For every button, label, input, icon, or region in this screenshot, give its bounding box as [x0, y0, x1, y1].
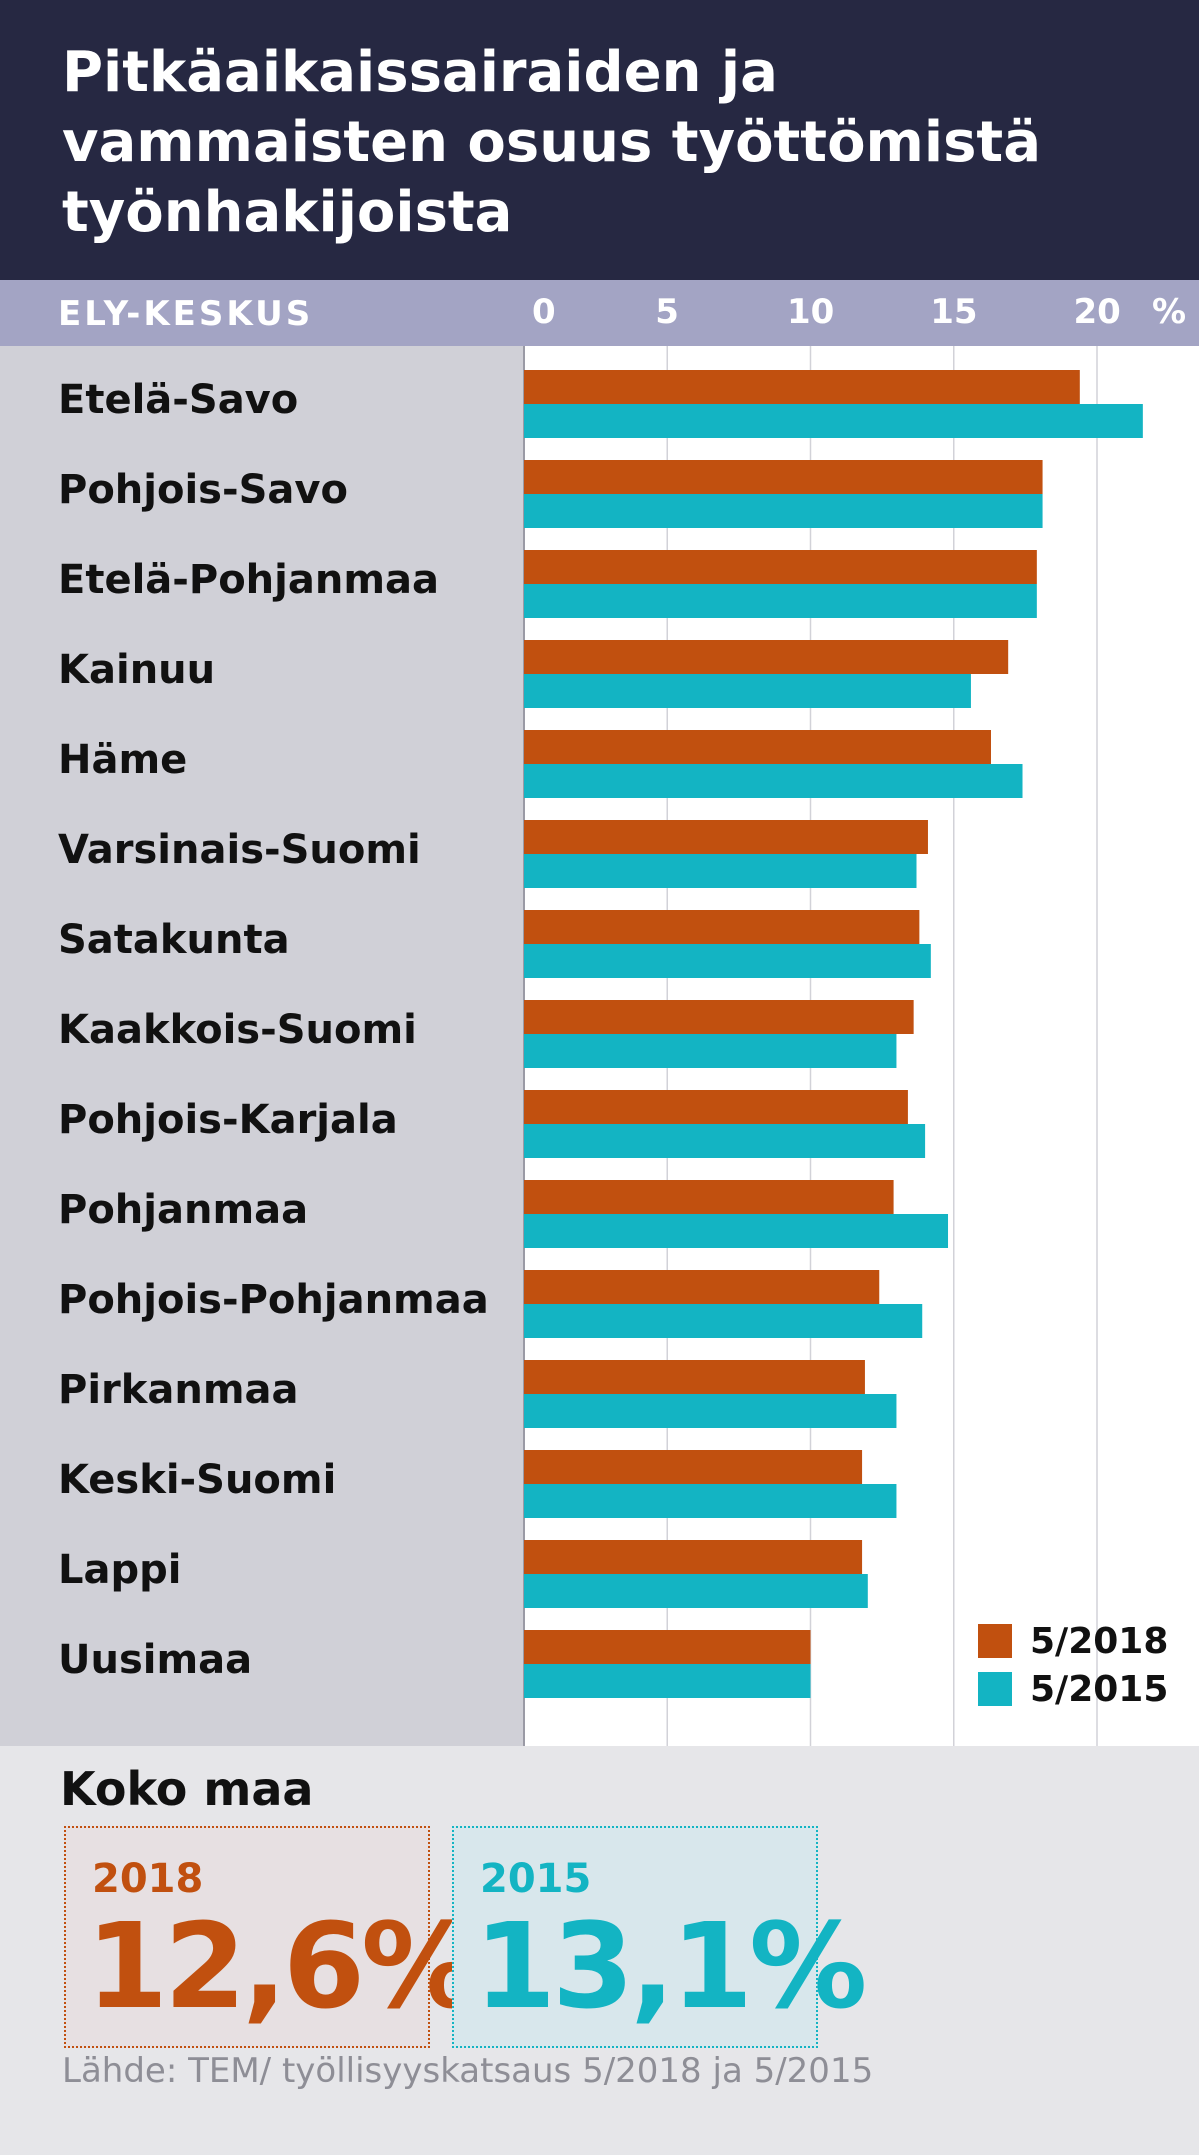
bar-5-2018-8 — [524, 1090, 908, 1124]
axis-bar: ELY-KESKUS — [0, 280, 1199, 346]
tick-label-5: 5 — [655, 292, 679, 332]
bar-5-2018-6 — [524, 910, 920, 944]
category-label-pohjois-pohjanmaa: Pohjois-Pohjanmaa — [58, 1277, 489, 1323]
category-label-pohjois-savo: Pohjois-Savo — [58, 467, 348, 513]
category-label-hame: Häme — [58, 737, 188, 783]
category-label-keski-suomi: Keski-Suomi — [58, 1457, 337, 1503]
category-label-etela-savo: Etelä-Savo — [58, 377, 299, 423]
bar-5-2015-13 — [524, 1574, 868, 1608]
legend-label-2018: 5/2018 — [1030, 1621, 1169, 1662]
stat-year-2015: 2015 — [480, 1856, 592, 1902]
bar-5-2018-14 — [524, 1630, 811, 1664]
legend-swatch-2018 — [978, 1624, 1012, 1658]
bar-5-2015-11 — [524, 1394, 897, 1428]
category-label-etela-pohjanmaa: Etelä-Pohjanmaa — [58, 557, 439, 603]
source-note: Lähde: TEM/ työllisyyskatsaus 5/2018 ja … — [62, 2051, 874, 2091]
category-label-lappi: Lappi — [58, 1547, 182, 1593]
legend-swatch-2015 — [978, 1672, 1012, 1706]
bar-5-2018-12 — [524, 1450, 863, 1484]
tick-label-10: 10 — [787, 292, 835, 332]
bar-5-2015-5 — [524, 854, 917, 888]
bar-5-2018-10 — [524, 1270, 880, 1304]
bar-5-2018-0 — [524, 370, 1080, 404]
bar-5-2018-9 — [524, 1180, 894, 1214]
category-label-kainuu: Kainuu — [58, 647, 216, 693]
bar-5-2015-3 — [524, 674, 971, 708]
tick-label-0: 0 — [532, 292, 556, 332]
bar-5-2018-1 — [524, 460, 1043, 494]
bar-5-2018-3 — [524, 640, 1009, 674]
bar-5-2015-12 — [524, 1484, 897, 1518]
bar-5-2018-11 — [524, 1360, 865, 1394]
stat-box-2018: 2018 12,6% — [64, 1826, 479, 2048]
category-label-pohjois-karjala: Pohjois-Karjala — [58, 1097, 398, 1143]
category-label-pohjanmaa: Pohjanmaa — [58, 1187, 309, 1233]
stat-year-2018: 2018 — [92, 1856, 204, 1902]
category-label-satakunta: Satakunta — [58, 917, 290, 963]
category-label-kaakkois-suomi: Kaakkois-Suomi — [58, 1007, 417, 1053]
tick-label-20: 20 — [1073, 292, 1121, 332]
bar-5-2015-9 — [524, 1214, 949, 1248]
bar-5-2015-2 — [524, 584, 1037, 618]
bar-5-2018-2 — [524, 550, 1037, 584]
bar-5-2018-5 — [524, 820, 928, 854]
bar-5-2015-4 — [524, 764, 1023, 798]
category-label-uusimaa: Uusimaa — [58, 1637, 253, 1683]
category-label-varsinais-suomi: Varsinais-Suomi — [58, 827, 421, 873]
stat-value-2015: 13,1% — [474, 1897, 867, 2035]
stat-box-2015: 2015 13,1% — [452, 1826, 867, 2048]
bar-5-2015-8 — [524, 1124, 926, 1158]
bar-5-2018-4 — [524, 730, 991, 764]
header — [0, 0, 1199, 280]
category-column — [0, 346, 523, 1746]
chart-title: Pitkäaikaissairaiden ja vammaisten osuus… — [62, 40, 1041, 245]
bar-5-2015-10 — [524, 1304, 923, 1338]
tick-label-15: 15 — [930, 292, 978, 332]
category-label-pirkanmaa: Pirkanmaa — [58, 1367, 299, 1413]
bar-5-2015-1 — [524, 494, 1043, 528]
unit-label: % — [1152, 292, 1187, 332]
summary-title: Koko maa — [60, 1762, 314, 1816]
bar-5-2015-14 — [524, 1664, 811, 1698]
bar-5-2015-6 — [524, 944, 931, 978]
category-axis-label: ELY-KESKUS — [58, 294, 314, 334]
legend-label-2015: 5/2015 — [1030, 1669, 1169, 1710]
bar-5-2015-7 — [524, 1034, 897, 1068]
bar-5-2015-0 — [524, 404, 1143, 438]
bar-5-2018-7 — [524, 1000, 914, 1034]
stat-value-2018: 12,6% — [86, 1897, 479, 2035]
bar-5-2018-13 — [524, 1540, 863, 1574]
bar-chart-plot — [523, 346, 1143, 1746]
